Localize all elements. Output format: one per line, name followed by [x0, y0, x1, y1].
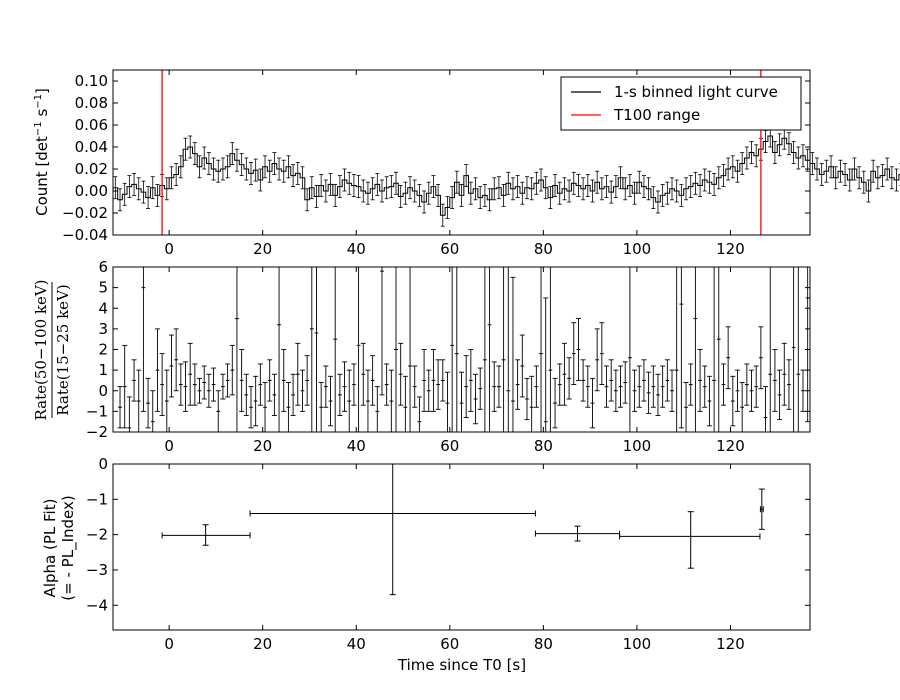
hardness-ratio-panel: −2 −1 0 1 2 3 4 5 6 0 20 40 60 80 100 120 Rate(50−100 …	[32, 258, 811, 455]
y-tick-label: −0.04	[62, 226, 108, 244]
y-tick-label: 0.02	[75, 160, 108, 178]
legend-label-light-curve: 1-s binned light curve	[614, 83, 778, 101]
x-tick-label: 40	[347, 240, 366, 258]
legend: 1-s binned light curve T100 range	[560, 76, 802, 131]
y-tick-label: −3	[86, 561, 108, 579]
light-curve-y-ticks: −0.04 −0.02 0.00 0.02 0.04 0.06 0.08 0.10	[62, 72, 810, 244]
legend-label-t100: T100 range	[613, 106, 700, 124]
x-tick-label: 60	[440, 437, 459, 455]
hardness-ratio-y-label: Rate(50−100 keV) Rate(15−25 keV)	[32, 279, 72, 420]
hardness-ratio-label-numerator: Rate(50−100 keV)	[32, 279, 50, 420]
y-tick-label: 4	[98, 299, 108, 317]
hardness-ratio-x-ticks: 0 20 40 60 80 100 120	[164, 267, 745, 455]
alpha-y-label: Alpha (PL Fit) (= - PL_Index)	[41, 495, 78, 600]
alpha-y-label-line2: (= - PL_Index)	[59, 495, 78, 600]
y-tick-label: 6	[98, 258, 108, 276]
y-tick-label: 2	[98, 341, 108, 359]
hardness-ratio-label-denominator: Rate(15−25 keV)	[54, 284, 72, 416]
x-tick-label: 100	[623, 437, 652, 455]
y-tick-label: 0.06	[75, 116, 108, 134]
x-tick-label: 0	[164, 437, 174, 455]
y-tick-label: 5	[98, 279, 108, 297]
alpha-axes-frame	[112, 463, 811, 631]
alpha-y-label-line1: Alpha (PL Fit)	[41, 499, 59, 598]
y-tick-label: −0.02	[62, 204, 108, 222]
y-tick-label: 1	[98, 361, 108, 379]
x-tick-label: 80	[534, 635, 553, 653]
x-tick-label: 60	[440, 635, 459, 653]
x-tick-label: 120	[716, 240, 745, 258]
light-curve-panel: −0.04 −0.02 0.00 0.02 0.04 0.06 0.08 0.10 0 20 40…	[33, 69, 900, 258]
x-tick-label: 120	[716, 437, 745, 455]
x-tick-label: 0	[164, 635, 174, 653]
alpha-data	[161, 463, 765, 596]
y-tick-label: 0.08	[75, 94, 108, 112]
y-tick-label: 0	[98, 455, 108, 473]
x-tick-label: 40	[347, 437, 366, 455]
x-tick-label: 20	[253, 240, 272, 258]
y-tick-label: −1	[86, 490, 108, 508]
alpha-panel: −4 −3 −2 −1 0 0 20 40 60 80 100 120 Alpha (PL Fit)…	[41, 455, 811, 674]
x-tick-label: 80	[534, 437, 553, 455]
light-curve-data	[113, 124, 900, 227]
x-axis-label: Time since T0 [s]	[397, 656, 526, 674]
light-curve-y-label: Count [det−1 s−1]	[33, 88, 51, 216]
alpha-y-ticks: −4 −3 −2 −1 0	[86, 455, 810, 614]
y-tick-label: 0.00	[75, 182, 108, 200]
light-curve-x-ticks: 0 20 40 60 80 100 120	[164, 70, 745, 258]
y-tick-label: −4	[86, 596, 108, 614]
x-tick-label: 20	[253, 437, 272, 455]
y-tick-label: −1	[86, 402, 108, 420]
alpha-x-ticks: 0 20 40 60 80 100 120	[164, 464, 745, 653]
y-tick-label: −2	[86, 423, 108, 441]
x-tick-label: 100	[623, 240, 652, 258]
x-tick-label: 120	[716, 635, 745, 653]
x-tick-label: 80	[534, 240, 553, 258]
x-tick-label: 100	[623, 635, 652, 653]
x-tick-label: 20	[253, 635, 272, 653]
light-curve-axes-frame	[112, 69, 811, 236]
hardness-ratio-y-ticks: −2 −1 0 1 2 3 4 5 6	[86, 258, 810, 441]
hardness-ratio-data	[117, 267, 811, 432]
x-tick-label: 0	[164, 240, 174, 258]
legend-box	[560, 76, 802, 131]
x-tick-label: 60	[440, 240, 459, 258]
y-tick-label: 0.10	[75, 72, 108, 90]
y-tick-label: 3	[98, 320, 108, 338]
x-tick-label: 40	[347, 635, 366, 653]
y-tick-label: −2	[86, 526, 108, 544]
y-tick-label: 0	[98, 382, 108, 400]
y-tick-label: 0.04	[75, 138, 108, 156]
